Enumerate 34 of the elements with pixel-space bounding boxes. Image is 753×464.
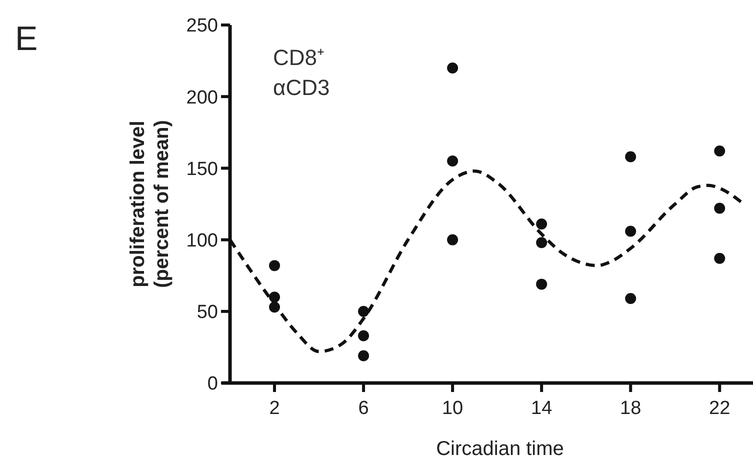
point [536, 278, 548, 290]
y-tick-label: 150 [186, 158, 218, 180]
point [536, 237, 548, 248]
x-axis-title: Circadian time [436, 438, 564, 460]
point [625, 226, 636, 237]
y-axis-title: proliferation level (percent of mean) [127, 120, 173, 288]
point [447, 156, 458, 167]
x-tick-label: 6 [358, 398, 369, 419]
point [269, 292, 280, 303]
x-tick-label: 2 [269, 398, 280, 419]
point [447, 234, 458, 246]
y-tick-label: 100 [186, 230, 218, 252]
point [714, 146, 726, 157]
y-tick-label: 250 [186, 16, 218, 37]
x-tick-label: 18 [620, 398, 642, 419]
text: E [15, 20, 38, 58]
point [358, 330, 370, 342]
point [625, 293, 636, 304]
point [447, 62, 458, 74]
y-tick-label: 50 [196, 302, 218, 324]
x-tick-label: 10 [442, 398, 464, 419]
y-tick-label: 200 [186, 87, 218, 108]
x-tick-label: 14 [531, 398, 553, 419]
point [358, 306, 370, 317]
point [714, 202, 726, 214]
point [269, 260, 280, 272]
annotation: CD8⁺ [273, 45, 324, 70]
x-tick-label: 22 [709, 398, 730, 419]
point [536, 218, 548, 230]
point [714, 252, 726, 264]
y-tick-label: 0 [207, 374, 218, 395]
point [625, 151, 636, 162]
point [358, 350, 370, 362]
annotation: αCD3 [273, 75, 330, 100]
